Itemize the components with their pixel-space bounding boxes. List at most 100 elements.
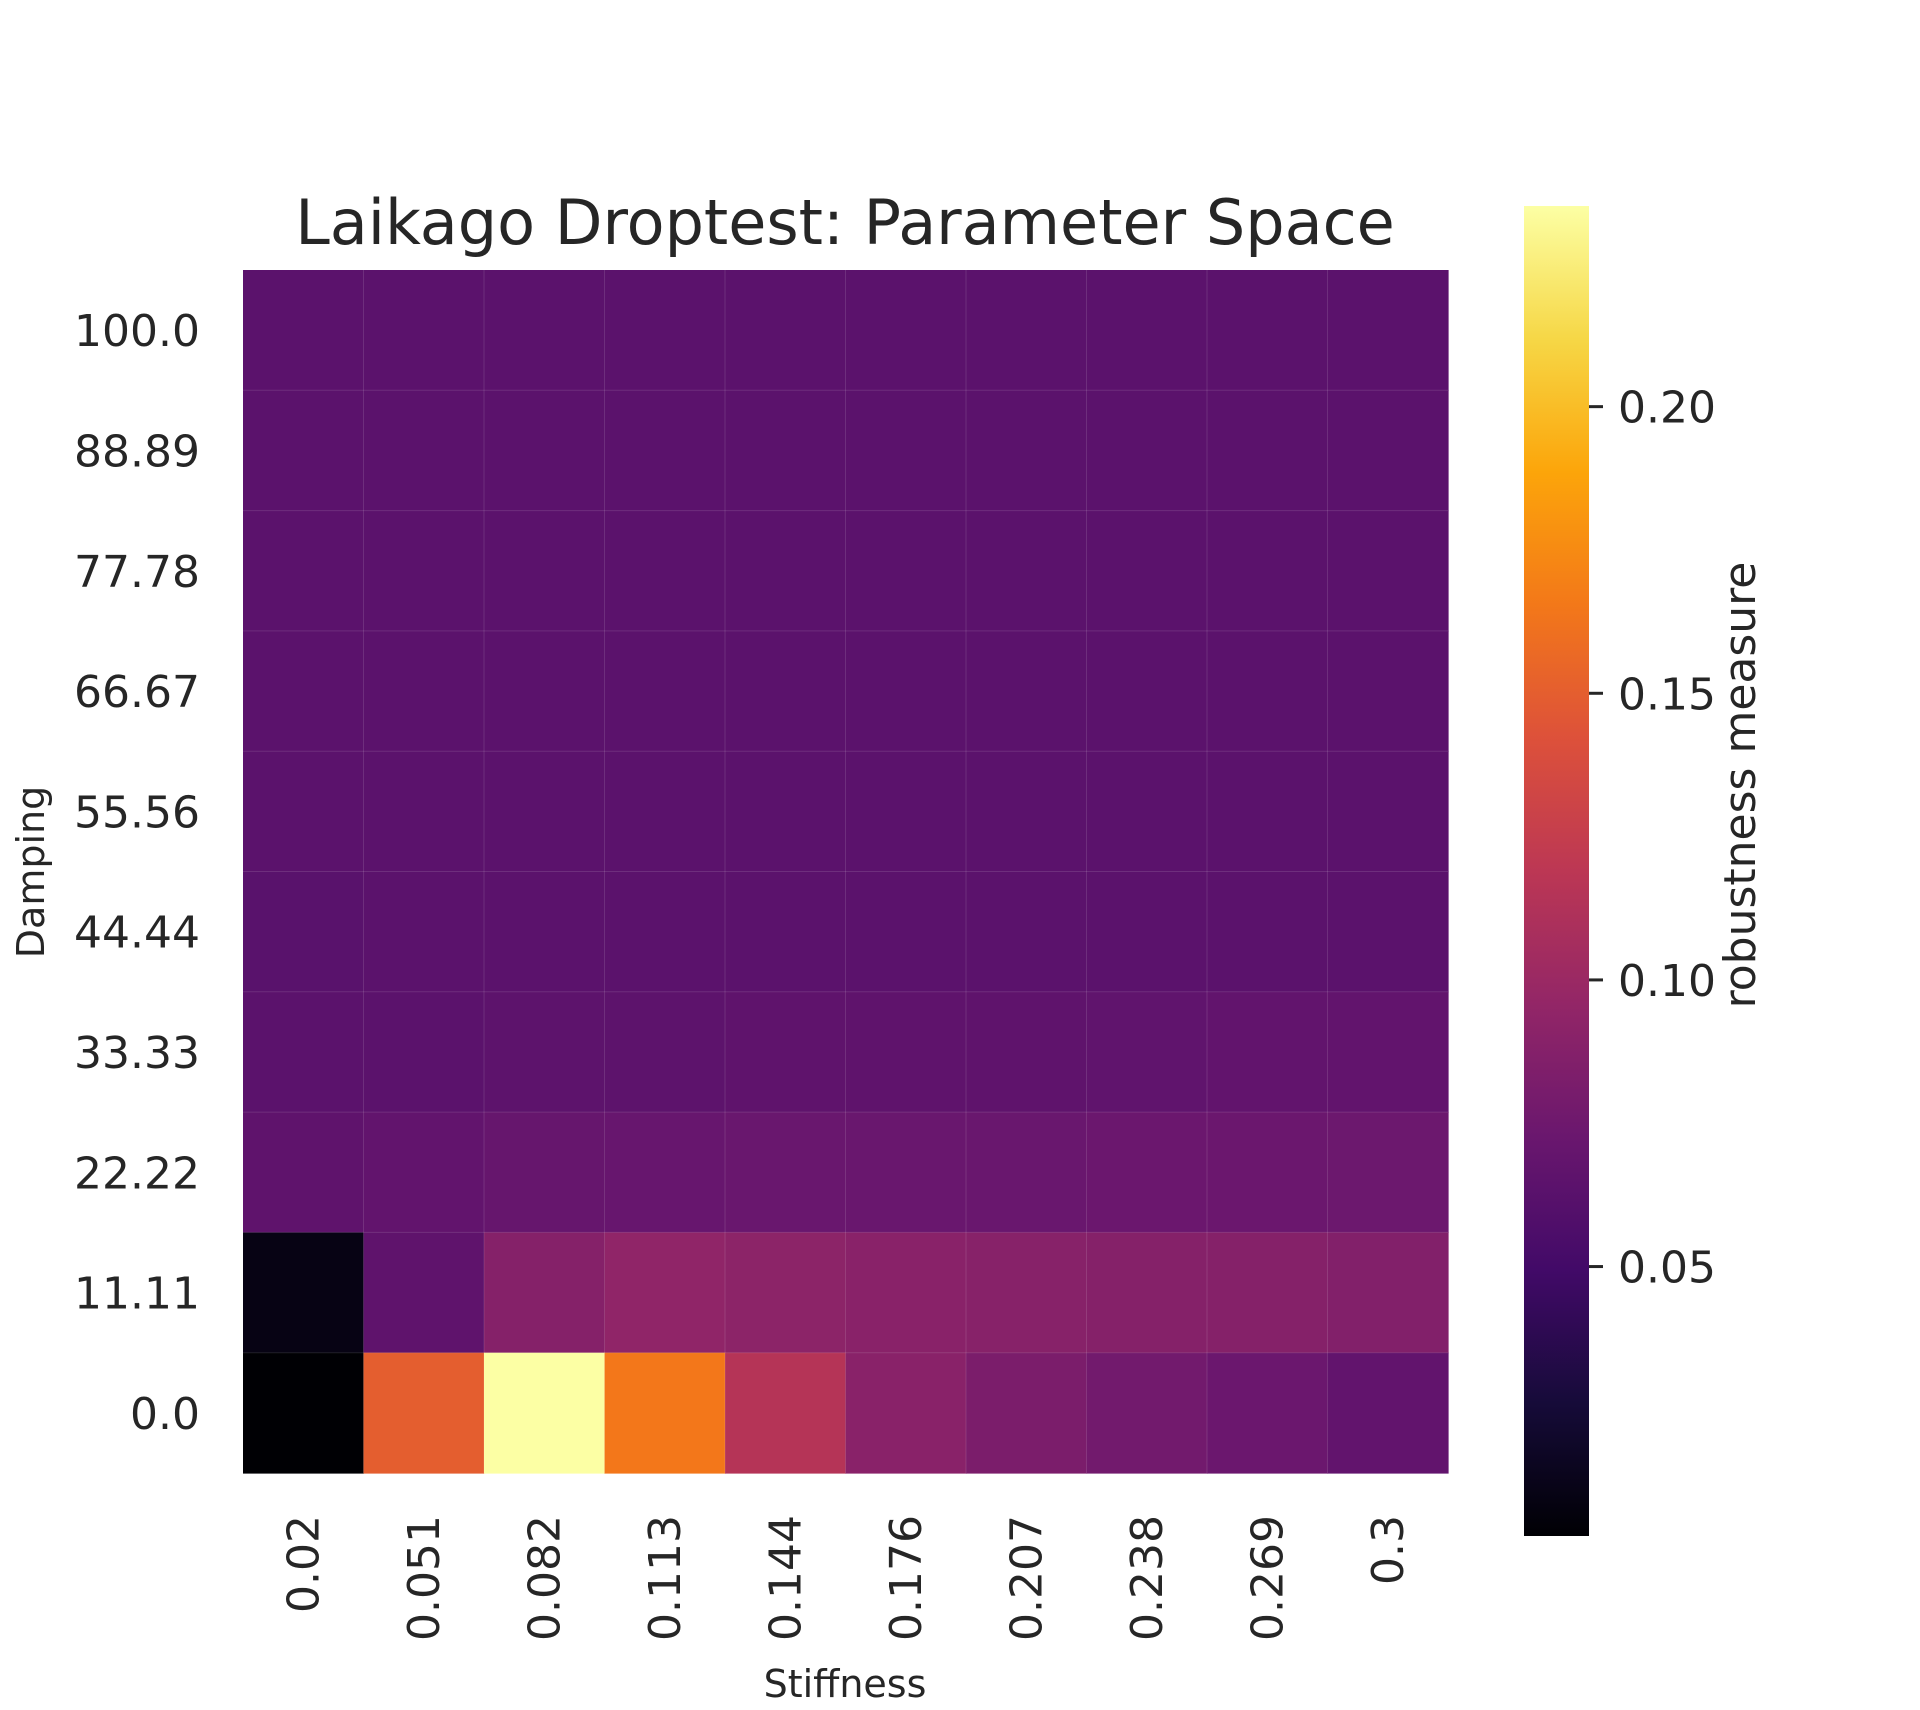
x-tick-label: 0.02: [278, 1515, 329, 1613]
y-tick-label: 77.78: [74, 547, 200, 598]
heatmap-cell: [725, 871, 847, 993]
x-tick-label: 0.3: [1363, 1515, 1414, 1585]
heatmap-cell: [604, 630, 726, 752]
heatmap-cell: [243, 1112, 365, 1233]
heatmap-cell: [1207, 510, 1329, 632]
x-tick-label: 0.082: [519, 1515, 570, 1641]
heatmap-cell: [725, 1352, 847, 1474]
heatmap-cell: [604, 270, 726, 391]
heatmap-cell: [243, 751, 365, 873]
heatmap-cell: [243, 390, 365, 512]
heatmap-cell: [966, 510, 1088, 632]
heatmap-cell: [484, 871, 606, 993]
heatmap-cell: [243, 510, 365, 632]
heatmap-cell: [243, 1232, 365, 1354]
heatmap-cell: [484, 630, 606, 752]
heatmap-cell: [1207, 991, 1329, 1113]
heatmap-cell: [484, 751, 606, 873]
y-tick-label: 55.56: [74, 787, 200, 838]
heatmap-cell: [1327, 751, 1449, 873]
heatmap-cell: [1086, 871, 1208, 993]
heatmap-cell: [363, 991, 485, 1113]
heatmap-cell: [484, 390, 606, 512]
heatmap-cell: [725, 1232, 847, 1354]
heatmap-cell: [604, 751, 726, 873]
y-tick-label: 100.0: [74, 306, 200, 357]
heatmap-cell: [845, 1232, 967, 1354]
heatmap-cell: [1207, 871, 1329, 993]
heatmap-cell: [1327, 1112, 1449, 1233]
heatmap-cell: [243, 991, 365, 1113]
y-tick-label: 33.33: [74, 1028, 200, 1079]
y-tick-label: 88.89: [74, 426, 200, 477]
heatmap-cell: [1086, 1352, 1208, 1474]
y-tick-label: 22.22: [74, 1148, 200, 1199]
heatmap-cell: [243, 871, 365, 993]
heatmap-cell: [1207, 270, 1329, 391]
heatmap-cell: [1327, 510, 1449, 632]
heatmap-cell: [966, 991, 1088, 1113]
heatmap-cell: [1207, 1352, 1329, 1474]
x-tick-label: 0.238: [1122, 1515, 1173, 1641]
heatmap-cell: [363, 1112, 485, 1233]
heatmap-cell: [1327, 270, 1449, 391]
heatmap-cell: [725, 630, 847, 752]
heatmap-cell: [966, 1352, 1088, 1474]
heatmap-cell: [966, 270, 1088, 391]
heatmap-cell: [845, 270, 967, 391]
heatmap-cell: [1207, 1112, 1329, 1233]
heatmap-cell: [1207, 1232, 1329, 1354]
heatmap-cell: [845, 871, 967, 993]
heatmap-cell: [1207, 751, 1329, 873]
heatmap-cell: [725, 390, 847, 512]
heatmap-cell: [1327, 991, 1449, 1113]
heatmap-cell: [1086, 1232, 1208, 1354]
heatmap-cell: [1207, 390, 1329, 512]
heatmap-cell: [363, 1352, 485, 1474]
colorbar-tick-label: 0.15: [1618, 669, 1716, 720]
heatmap-cell: [1086, 630, 1208, 752]
heatmap-cell: [363, 871, 485, 993]
colorbar-tick-label: 0.20: [1618, 383, 1716, 434]
heatmap-cell: [966, 1232, 1088, 1354]
heatmap-cell: [845, 630, 967, 752]
heatmap-cell: [845, 991, 967, 1113]
heatmap-cell: [363, 751, 485, 873]
heatmap-cell: [725, 510, 847, 632]
heatmap-cell: [725, 751, 847, 873]
heatmap-cell: [845, 751, 967, 873]
heatmap-cell: [363, 630, 485, 752]
heatmap-cell: [1086, 991, 1208, 1113]
heatmap-cells: [243, 270, 1449, 1474]
heatmap-cell: [1327, 871, 1449, 993]
heatmap-cell: [966, 390, 1088, 512]
heatmap-cell: [1207, 630, 1329, 752]
heatmap-cell: [484, 510, 606, 632]
heatmap-cell: [1086, 510, 1208, 632]
y-tick-labels: 100.0 88.89 77.78 66.67 55.56 44.44 33.33 22.22…: [74, 306, 200, 1440]
heatmap-cell: [363, 510, 485, 632]
y-tick-label: 66.67: [74, 667, 200, 718]
colorbar-tick-label: 0.10: [1618, 956, 1716, 1007]
x-tick-label: 0.207: [1001, 1515, 1052, 1641]
x-tick-label: 0.051: [399, 1515, 450, 1641]
heatmap-cell: [604, 510, 726, 632]
heatmap-cell: [725, 991, 847, 1113]
heatmap-cell: [484, 1352, 606, 1474]
heatmap-cell: [1327, 390, 1449, 512]
heatmap-cell: [1086, 270, 1208, 391]
heatmap-cell: [243, 630, 365, 752]
heatmap-cell: [966, 1112, 1088, 1233]
heatmap-cell: [1327, 1352, 1449, 1474]
y-tick-label: 11.11: [74, 1269, 200, 1320]
y-tick-label: 44.44: [74, 908, 200, 959]
heatmap-cell: [725, 1112, 847, 1233]
heatmap-cell: [604, 1232, 726, 1354]
colorbar-ticks: 0.05 0.10 0.15 0.20: [1589, 383, 1716, 1294]
y-tick-label: 0.0: [130, 1389, 200, 1440]
heatmap-cell: [845, 510, 967, 632]
colorbar: [1524, 206, 1589, 1536]
heatmap-cell: [363, 270, 485, 391]
heatmap-cell: [484, 991, 606, 1113]
